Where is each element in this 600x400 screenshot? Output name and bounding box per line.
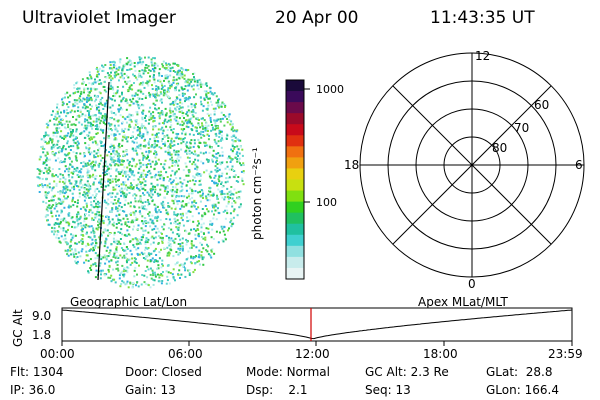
- status-door: Door: Closed: [125, 365, 202, 379]
- status-flt: Flt: 1304: [10, 365, 64, 379]
- lat-label-60: 60: [534, 98, 549, 112]
- altitude-timeline: GC Alt 9.0 1.8 00:00 06:00 12:00 18:00 2…: [11, 307, 583, 361]
- colorbar-gradient: [286, 80, 304, 280]
- status-seq: Seq: 13: [365, 383, 411, 397]
- timeline-ylabel: GC Alt: [11, 309, 25, 347]
- observation-time: 11:43:35 UT: [430, 8, 535, 28]
- uv-image-disk: [36, 56, 245, 289]
- status-glat: GLat: 28.8: [486, 365, 553, 379]
- intensity-colorbar: 1000 100: [285, 79, 344, 280]
- xtick-0000: 00:00: [40, 347, 75, 361]
- xtick-1800: 18:00: [423, 347, 458, 361]
- xtick-2359: 23:59: [548, 347, 583, 361]
- mlt-label-12: 12: [475, 49, 490, 63]
- status-ip: IP: 36.0: [10, 383, 56, 397]
- colorbar-tick-label-100: 100: [316, 196, 337, 209]
- mlt-label-6: 6: [575, 158, 583, 172]
- observation-date: 20 Apr 00: [275, 8, 359, 28]
- instrument-title: Ultraviolet Imager: [22, 8, 176, 28]
- mlt-label-18: 18: [344, 158, 359, 172]
- status-mode: Mode: Normal: [246, 365, 330, 379]
- altitude-curve: [61, 309, 573, 340]
- lat-label-80: 80: [492, 141, 507, 155]
- polar-mlt-grid: 12 0 18 6 60 70 80: [344, 49, 585, 291]
- apex-label: Apex MLat/MLT: [418, 295, 508, 309]
- status-gc-alt: GC Alt: 2.3 Re: [365, 365, 449, 379]
- status-dsp: Dsp: 2.1: [246, 383, 308, 397]
- ytick-9: 9.0: [32, 309, 51, 323]
- status-gain: Gain: 13: [125, 383, 176, 397]
- lat-label-70: 70: [514, 121, 529, 135]
- ytick-1.8: 1.8: [32, 328, 51, 342]
- status-glon: GLon: 166.4: [486, 383, 559, 397]
- geographic-label: Geographic Lat/Lon: [70, 295, 188, 309]
- xtick-0600: 06:00: [168, 347, 203, 361]
- colorbar-frame: [285, 79, 305, 280]
- colorbar-unit-label: photon cm⁻²s⁻¹: [250, 147, 264, 240]
- meridian-line: [97, 81, 110, 281]
- colorbar-tick-label-1000: 1000: [316, 83, 344, 96]
- polar-diagonal-2: [392, 85, 552, 245]
- timeline-frame: [61, 307, 573, 342]
- xtick-1200: 12:00: [295, 347, 330, 361]
- mlt-label-0: 0: [468, 277, 476, 291]
